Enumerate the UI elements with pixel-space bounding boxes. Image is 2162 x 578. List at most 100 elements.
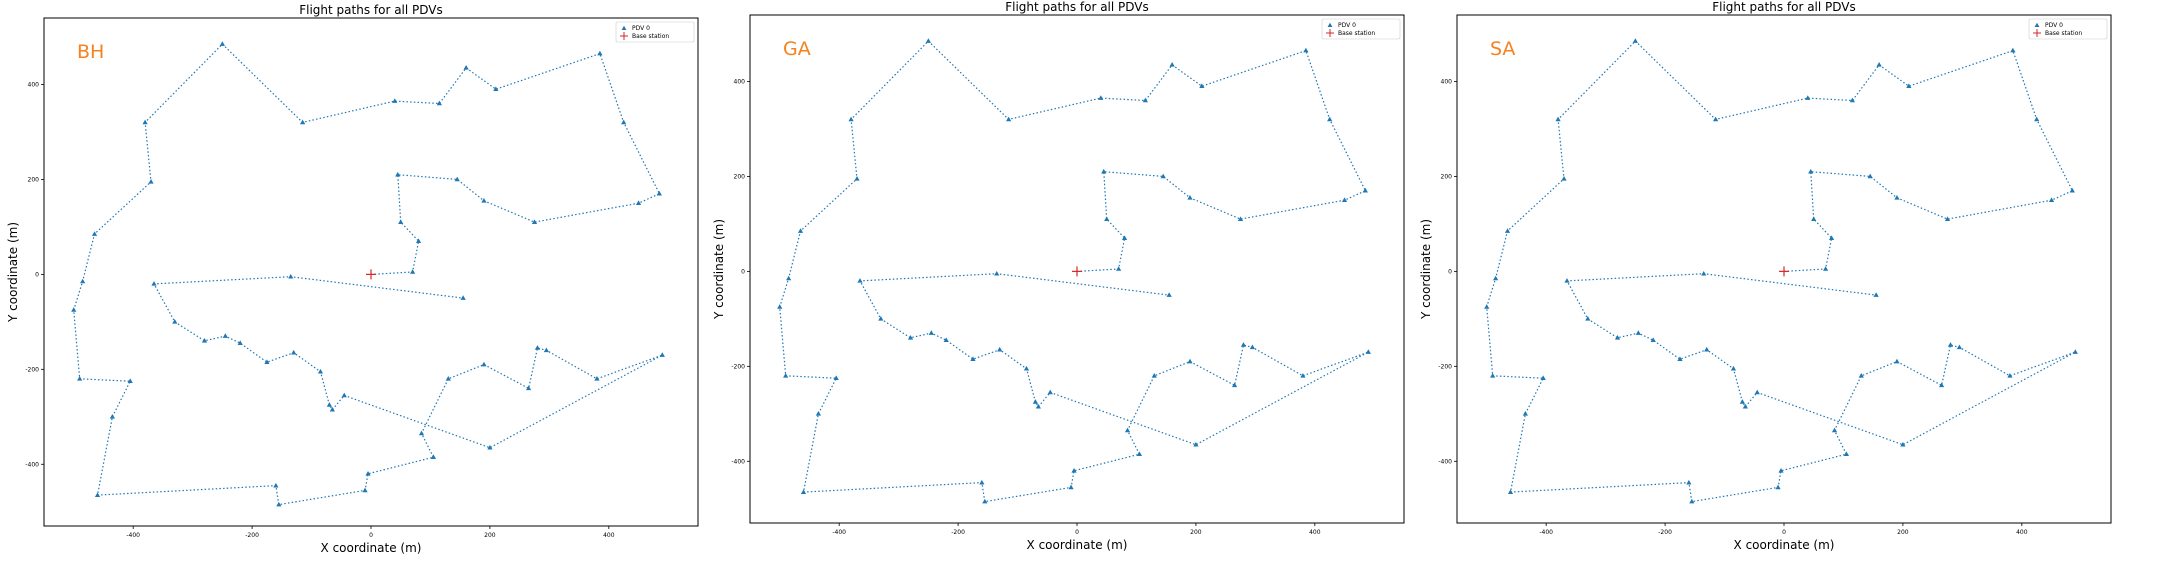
waypoint-marker [1362,187,1368,193]
waypoint-marker [1231,382,1238,388]
waypoint-marker [410,269,416,274]
waypoint-marker [1032,399,1038,404]
x-tick-label: -400 [126,532,140,539]
waypoint-marker [1540,375,1546,380]
waypoint-marker [1843,451,1850,456]
chart-title: Flight paths for all PDVs [299,3,443,17]
waypoint-marker [1237,216,1244,221]
waypoint-marker [1098,95,1104,100]
waypoint-marker [1136,451,1143,456]
waypoint-marker [979,479,985,485]
waypoint-marker [493,86,499,92]
x-tick-label: -200 [245,532,259,539]
y-tick-label: 400 [734,78,746,85]
waypoint-marker [1561,175,1567,181]
legend-base-label: Base station [632,33,669,40]
waypoint-marker [481,197,487,203]
y-axis-label: Y coordinate (m) [6,222,20,323]
waypoint-marker [928,330,934,335]
waypoint-marker [436,100,442,106]
waypoint-marker [2048,197,2055,202]
waypoint-marker [1585,316,1591,321]
waypoint-marker [1614,335,1621,340]
waypoint-marker [151,281,157,286]
legend-frame [1321,18,1401,40]
waypoint-marker [80,278,86,284]
waypoint-marker [878,316,884,321]
y-tick-label: 400 [28,81,40,88]
y-tick-label: -200 [25,366,39,373]
waypoint-marker [982,498,988,504]
y-tick-label: 200 [1441,173,1453,180]
waypoint-marker [1555,116,1561,122]
waypoint-marker [1686,479,1692,485]
chart-title: Flight paths for all PDVs [1712,0,1856,14]
waypoint-marker [1187,194,1193,200]
waypoint-marker [142,119,148,125]
waypoint-marker [398,219,404,224]
x-tick-label: 400 [2016,529,2028,536]
y-axis-label: Y coordinate (m) [712,219,726,320]
waypoint-marker [481,361,487,367]
waypoint-marker [1894,194,1900,200]
waypoint-marker [91,231,98,236]
x-tick-label: 0 [369,532,373,539]
waypoint-marker [1775,484,1781,490]
y-tick-label: -400 [731,458,745,465]
waypoint-marker [1006,116,1012,122]
waypoint-marker [1071,467,1077,473]
waypoint-marker [1632,38,1638,43]
waypoint-marker [943,337,949,343]
waypoint-marker [1867,173,1873,179]
waypoint-marker [1858,373,1864,378]
waypoint-marker [1823,266,1829,271]
y-tick-label: 0 [741,268,745,275]
chart-panel-3: Flight paths for all PDVs -400 -200 0 200 400… [1419,0,2112,552]
x-tick-label: -200 [951,529,965,536]
waypoint-marker [329,406,335,412]
y-tick-label: -200 [1438,363,1452,370]
waypoint-marker [1906,83,1912,89]
waypoint-marker [237,340,243,346]
waypoint-marker [430,454,437,459]
waypoint-marker [635,200,642,205]
waypoint-marker [1116,266,1122,271]
waypoint-marker [1849,97,1855,103]
waypoint-marker [273,482,279,488]
waypoint-marker [1124,427,1131,433]
waypoint-marker [997,346,1003,352]
waypoint-marker [854,175,860,181]
waypoint-marker [1739,399,1745,404]
waypoint-marker [1193,441,1199,447]
waypoint-marker [1160,173,1166,179]
waypoint-marker [534,345,541,350]
waypoint-marker [531,219,538,224]
legend-pdv-label: PDV 0 [1338,22,1356,29]
waypoint-marker [264,359,270,365]
waypoint-marker [1365,349,1371,354]
waypoint-marker [1327,116,1333,122]
y-tick-label: -400 [1438,458,1452,465]
waypoint-marker [800,489,807,494]
y-tick-label: 200 [28,176,40,183]
waypoint-marker [1754,389,1760,395]
waypoint-marker [1493,275,1499,281]
waypoint-marker [1101,168,1107,174]
waypoint-marker [326,402,332,407]
waypoint-marker [463,65,469,70]
waypoint-marker [317,368,324,374]
waypoint-marker [925,38,931,43]
waypoint-marker [1947,342,1954,347]
waypoint-marker [1831,427,1838,433]
waypoint-marker [392,98,398,103]
waypoint-marker [418,430,425,436]
waypoint-marker [1876,62,1882,67]
waypoint-marker [786,275,792,281]
waypoint-marker [656,190,662,196]
waypoint-marker [1811,216,1817,221]
waypoint-marker [1635,330,1641,335]
waypoint-marker [1341,197,1348,202]
